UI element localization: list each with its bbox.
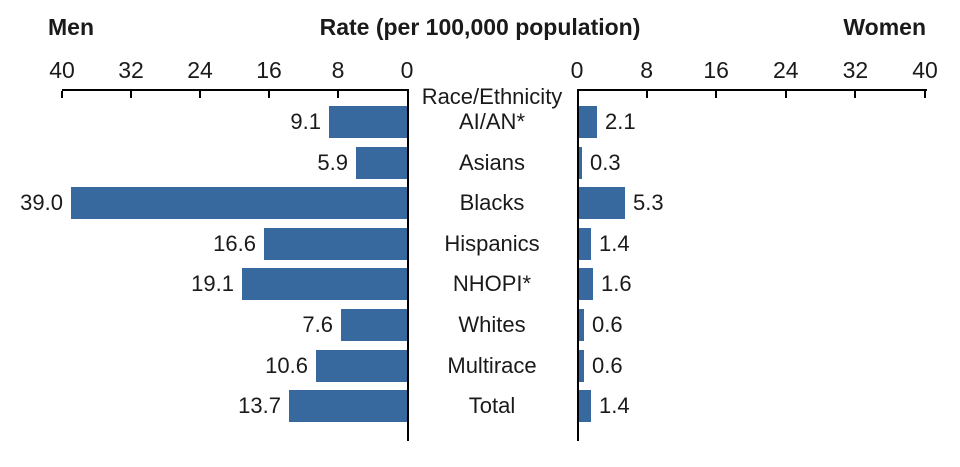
men-zero-line (407, 89, 409, 441)
men-axis-line (62, 89, 409, 91)
women-axis-tick-label: 24 (773, 57, 799, 83)
women-bar (579, 268, 593, 300)
women-axis-tick-label: 0 (570, 57, 584, 83)
men-value-label: 7.6 (302, 312, 333, 337)
women-value-label: 1.4 (599, 393, 630, 418)
men-bar (264, 228, 407, 260)
women-value-label: 0.6 (592, 312, 623, 337)
women-axis-tick (924, 91, 926, 98)
men-axis-tick (61, 91, 63, 98)
chart-title: Rate (per 100,000 population) (319, 14, 641, 40)
women-bar (579, 228, 591, 260)
men-axis-tick-label: 32 (118, 57, 144, 83)
men-value-label: 13.7 (238, 393, 281, 418)
category-label: NHOPI* (452, 271, 532, 296)
men-value-label: 39.0 (20, 190, 63, 215)
women-axis-tick-label: 8 (640, 57, 653, 83)
women-axis-line (577, 89, 927, 91)
women-value-label: 2.1 (605, 109, 636, 134)
women-zero-line (577, 89, 579, 441)
women-value-label: 1.6 (601, 271, 632, 296)
men-value-label: 16.6 (213, 231, 256, 256)
women-bar (579, 390, 591, 422)
men-bar (71, 187, 407, 219)
men-axis-tick-label: 24 (187, 57, 213, 83)
women-axis-tick-label: 40 (912, 57, 938, 83)
women-value-label: 5.3 (633, 190, 664, 215)
men-axis-tick-label: 8 (331, 57, 345, 83)
women-value-label: 0.6 (592, 353, 623, 378)
women-value-label: 0.3 (590, 150, 621, 175)
women-axis-tick (715, 91, 718, 98)
women-bar (579, 187, 625, 219)
women-axis-tick-label: 32 (842, 57, 869, 83)
men-axis-tick (199, 91, 201, 98)
men-axis-tick (268, 91, 270, 98)
women-bar (579, 147, 582, 179)
men-axis-tick-label: 16 (256, 57, 282, 83)
men-value-label: 9.1 (290, 109, 321, 134)
category-label: Multirace (447, 353, 537, 378)
women-side-title: Women (843, 14, 926, 40)
category-label: Whites (458, 312, 526, 337)
men-side-title: Men (48, 14, 94, 40)
women-bar (579, 309, 584, 341)
men-axis-tick-label: 40 (49, 57, 75, 83)
men-bar (242, 268, 407, 300)
women-axis-tick (854, 91, 857, 98)
men-value-label: 10.6 (265, 353, 308, 378)
women-axis-tick (784, 91, 787, 98)
men-axis-tick (337, 91, 339, 98)
category-label: Blacks (459, 190, 525, 215)
men-bar (356, 147, 407, 179)
men-bar (329, 106, 407, 138)
category-label: AI/AN* (458, 109, 526, 134)
men-bar (341, 309, 407, 341)
men-bar (289, 390, 407, 422)
women-bar (579, 106, 597, 138)
category-axis-label: Race/Ethnicity (421, 84, 563, 109)
women-value-label: 1.4 (599, 231, 630, 256)
men-axis-tick-label: 0 (400, 57, 414, 83)
category-label: Total (468, 393, 516, 418)
men-axis-tick (130, 91, 132, 98)
men-bar (316, 350, 407, 382)
women-axis-tick (645, 91, 648, 98)
men-value-label: 5.9 (317, 150, 348, 175)
category-label: Asians (458, 150, 526, 175)
women-axis-tick-label: 16 (703, 57, 729, 83)
category-label: Hispanics (444, 231, 540, 256)
women-bar (579, 350, 584, 382)
men-value-label: 19.1 (191, 271, 234, 296)
